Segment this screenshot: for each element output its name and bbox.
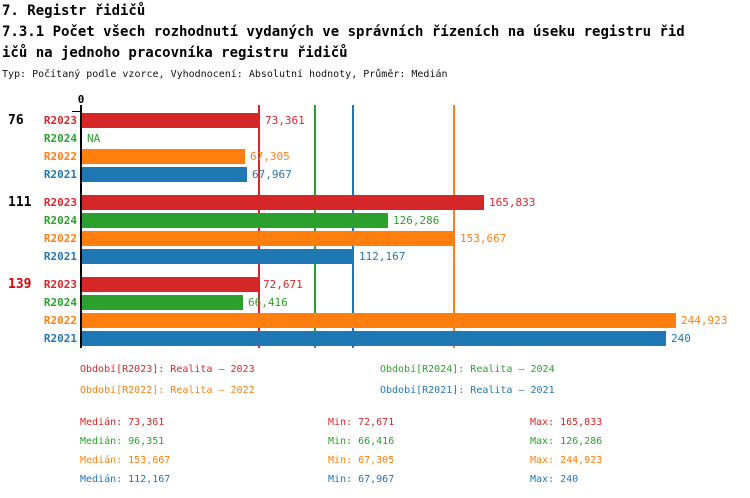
stat-median-r2022: Medián: 153,667 (80, 455, 171, 466)
legend-item-r2022: Období[R2022]: Realita – 2022 (80, 385, 255, 396)
bar-value-label: 67,305 (250, 150, 290, 163)
series-row-label: R2023 (43, 196, 77, 209)
bar-value-label: 153,667 (460, 232, 507, 245)
value-bar-r2024 (82, 213, 388, 228)
stat-min-r2023: Min: 72,671 (328, 417, 395, 428)
group-value-label: 111 (8, 195, 32, 210)
series-row-label: R2021 (43, 168, 77, 181)
value-bar-r2023 (82, 277, 258, 292)
stat-median-r2023: Medián: 73,361 (80, 417, 165, 428)
series-row-label: R2022 (43, 232, 77, 245)
value-bar-r2021 (82, 331, 666, 346)
stat-min-r2022: Min: 67,305 (328, 455, 395, 466)
bar-na-label: NA (87, 132, 101, 145)
y-axis-line (80, 105, 82, 348)
stat-max-r2023: Max: 165,833 (530, 417, 603, 428)
series-row-label: R2024 (43, 296, 77, 309)
group-value-label: 139 (8, 277, 32, 292)
series-row-label: R2022 (43, 314, 77, 327)
bar-value-label: 112,167 (359, 250, 406, 263)
value-bar-r2024 (82, 295, 243, 310)
legend-item-r2021: Období[R2021]: Realita – 2021 (380, 385, 555, 396)
series-row-label: R2024 (43, 132, 77, 145)
stat-max-r2024: Max: 126,286 (530, 436, 603, 447)
value-bar-r2022 (82, 231, 455, 246)
report-section-title: 7. Registr řidičů (2, 3, 146, 19)
legend-item-r2023: Období[R2023]: Realita – 2023 (80, 364, 255, 375)
stat-max-r2021: Max: 240 (530, 474, 579, 485)
value-bar-r2021 (82, 249, 354, 264)
series-row-label: R2023 (43, 278, 77, 291)
value-bar-r2023 (82, 195, 484, 210)
bar-value-label: 126,286 (393, 214, 440, 227)
value-bar-r2022 (82, 313, 676, 328)
median-line-r2022 (453, 105, 455, 348)
indicator-meta-line: Typ: Počítaný podle vzorce, Vyhodnocení:… (2, 69, 448, 80)
stat-min-r2024: Min: 66,416 (328, 436, 395, 447)
x-axis-zero-label: 0 (77, 93, 85, 106)
bar-value-label: 165,833 (489, 196, 536, 209)
series-row-label: R2022 (43, 150, 77, 163)
value-bar-r2023 (82, 113, 260, 128)
stat-max-r2022: Max: 244,923 (530, 455, 603, 466)
bar-value-label: 73,361 (265, 114, 305, 127)
series-row-label: R2023 (43, 114, 77, 127)
stat-median-r2024: Medián: 96,351 (80, 436, 165, 447)
bar-value-label: 72,671 (263, 278, 303, 291)
series-row-label: R2024 (43, 214, 77, 227)
bar-value-label: 67,967 (252, 168, 292, 181)
bar-value-label: 66,416 (248, 296, 288, 309)
group-value-label: 76 (8, 113, 24, 128)
value-bar-r2021 (82, 167, 247, 182)
indicator-title-line2: ičů na jednoho pracovníka registru řidič… (2, 45, 348, 61)
legend-item-r2024: Období[R2024]: Realita – 2024 (380, 364, 555, 375)
stat-median-r2021: Medián: 112,167 (80, 474, 171, 485)
series-row-label: R2021 (43, 250, 77, 263)
x-axis-zero-tick (72, 111, 80, 112)
bar-value-label: 244,923 (681, 314, 728, 327)
value-bar-r2022 (82, 149, 245, 164)
series-row-label: R2021 (43, 332, 77, 345)
stat-min-r2021: Min: 67,967 (328, 474, 395, 485)
indicator-title-line1: 7.3.1 Počet všech rozhodnutí vydaných ve… (2, 24, 685, 40)
bar-value-label: 240 (671, 332, 691, 345)
